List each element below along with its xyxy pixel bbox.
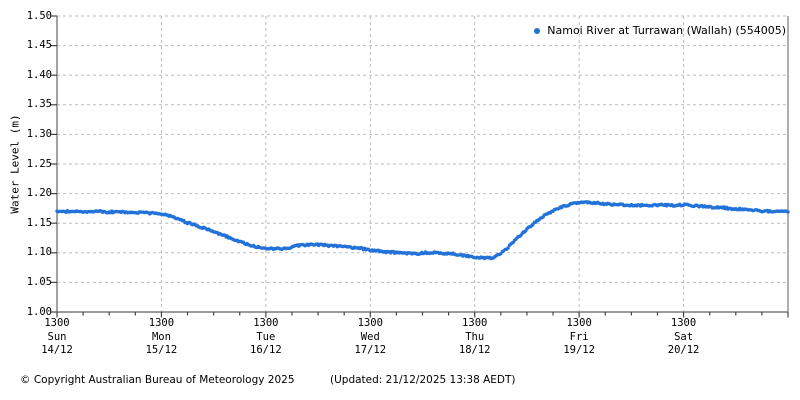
x-tick-label-mon: 1300 Mon 15/12 xyxy=(126,317,196,358)
x-tick-date: 18/12 xyxy=(458,344,491,356)
y-tick-label: 1.10 xyxy=(26,246,52,259)
y-tick-label: 1.05 xyxy=(26,275,52,288)
x-tick-label-wed: 1300 Wed 17/12 xyxy=(335,317,405,358)
x-tick-date: 19/12 xyxy=(563,344,595,356)
x-tick-label-tue: 1300 Tue 16/12 xyxy=(231,317,301,358)
y-tick-label: 1.20 xyxy=(26,187,52,200)
y-tick-label: 1.45 xyxy=(26,39,52,52)
x-tick-time: 1300 xyxy=(670,317,697,329)
y-tick-label: 1.40 xyxy=(26,68,52,81)
y-tick-label: 1.35 xyxy=(26,98,52,111)
gridlines xyxy=(56,15,788,313)
legend-label: Namoi River at Turrawan (Wallah) (554005… xyxy=(547,24,786,37)
x-tick-day: Thu xyxy=(465,330,485,343)
x-tick-time: 1300 xyxy=(44,317,70,329)
x-tick-time: 1300 xyxy=(462,317,488,329)
x-tick-day: Sun xyxy=(47,330,67,343)
x-tick-day: Fri xyxy=(569,330,589,343)
x-tick-label-thu: 1300 Thu 18/12 xyxy=(440,317,510,358)
legend-marker-icon xyxy=(534,27,541,34)
y-tick-label: 1.30 xyxy=(26,127,52,140)
y-tick-label: 1.15 xyxy=(26,216,52,229)
updated-text: (Updated: 21/12/2025 13:38 AEDT) xyxy=(330,374,516,386)
x-tick-date: 20/12 xyxy=(667,344,700,356)
copyright-text: © Copyright Australian Bureau of Meteoro… xyxy=(20,374,295,386)
x-tick-day: Sat xyxy=(674,330,694,343)
series-namoi-river xyxy=(55,200,790,261)
x-tick-day: Tue xyxy=(256,330,276,343)
x-tick-date: 15/12 xyxy=(145,344,178,356)
x-tick-date: 16/12 xyxy=(250,344,282,356)
y-tick-label: 1.25 xyxy=(26,157,52,170)
x-tick-time: 1300 xyxy=(357,317,383,329)
x-tick-label-fri: 1300 Fri 19/12 xyxy=(544,317,614,358)
x-tick-label-sat: 1300 Sat 20/12 xyxy=(649,317,719,358)
x-tick-date: 17/12 xyxy=(354,344,387,356)
x-tick-day: Wed xyxy=(360,330,380,343)
y-tick-label: 1.00 xyxy=(26,305,52,318)
x-tick-time: 1300 xyxy=(566,317,592,329)
x-tick-time: 1300 xyxy=(253,317,279,329)
y-tick-label: 1.50 xyxy=(26,9,52,22)
axis-ticks xyxy=(51,15,789,318)
legend: Namoi River at Turrawan (Wallah) (554005… xyxy=(534,24,786,37)
x-tick-time: 1300 xyxy=(148,317,175,329)
x-tick-date: 14/12 xyxy=(41,344,73,356)
x-tick-label-sun: 1300 Sun 14/12 xyxy=(22,317,92,358)
x-tick-day: Mon xyxy=(151,330,171,343)
